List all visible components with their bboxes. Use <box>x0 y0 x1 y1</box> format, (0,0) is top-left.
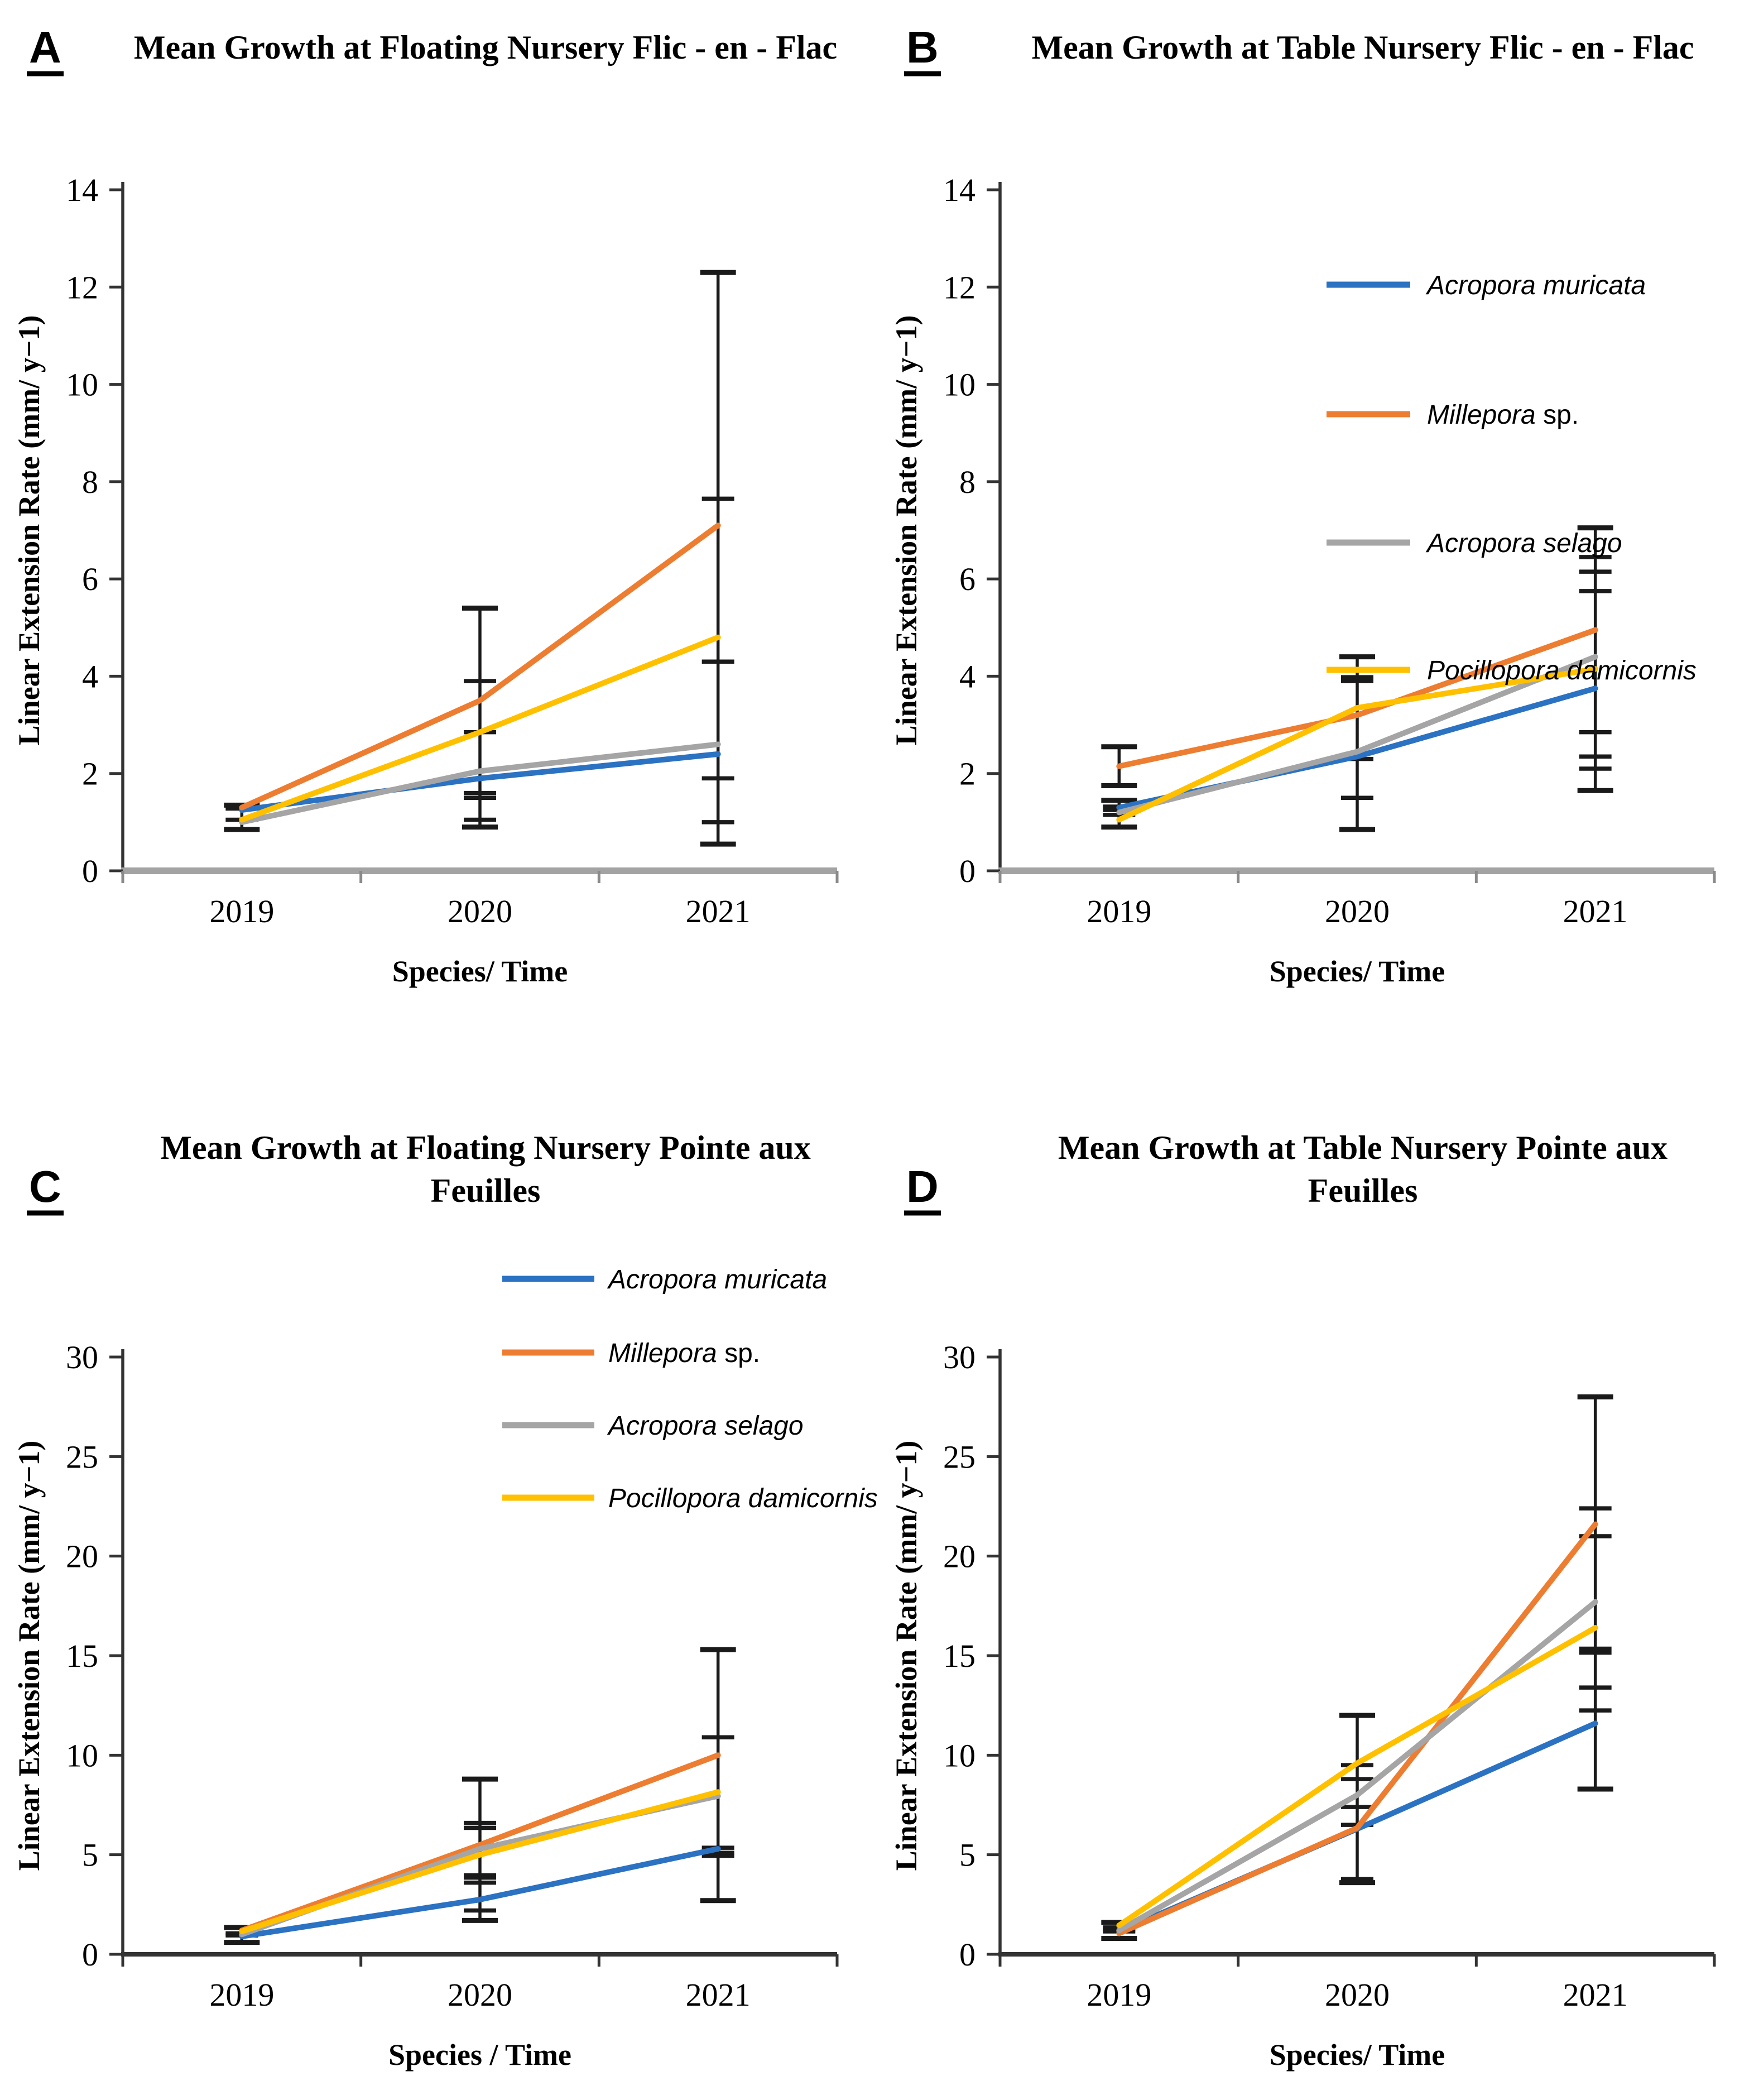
x-axis-label: Species/ Time <box>1269 2038 1445 2072</box>
y-axis-label: Linear Extension Rate (mm/ y−1) <box>12 1441 46 1871</box>
x-axis-label: Species/ Time <box>392 955 568 988</box>
panel-label: A <box>29 22 61 72</box>
y-tick-label: 6 <box>82 561 98 597</box>
y-axis-label: Linear Extension Rate (mm/ y−1) <box>890 1441 923 1871</box>
y-axis-label: Linear Extension Rate (mm/ y−1) <box>12 315 46 746</box>
y-tick-label: 30 <box>66 1339 98 1375</box>
legend-label: Acropora selago <box>1425 529 1622 558</box>
series-line-acropora-muricata <box>239 1845 721 1939</box>
x-tick-label: 2021 <box>686 893 751 929</box>
panel-b-chart: B Mean Growth at Table Nursery Flic - en … <box>890 22 1715 988</box>
y-tick-label: 2 <box>959 756 975 792</box>
series-line-millepora-sp <box>1116 1521 1598 1936</box>
y-tick-label: 10 <box>943 367 975 403</box>
chart-title: Mean Growth at Table Nursery Pointe aux <box>1058 1129 1667 1166</box>
legend-label: Pocillopora damicornis <box>1427 656 1697 685</box>
y-tick-label: 10 <box>66 1737 98 1773</box>
panel-label: C <box>29 1162 61 1211</box>
series-line-pocillopora-damicornis <box>1116 1625 1598 1929</box>
y-tick-label: 0 <box>959 1936 975 1973</box>
x-tick-label: 2020 <box>1325 1977 1390 2013</box>
y-tick-label: 0 <box>959 853 975 889</box>
x-tick-label: 2021 <box>1563 1977 1627 2013</box>
y-axis-label: Linear Extension Rate (mm/ y−1) <box>890 315 923 746</box>
y-tick-label: 8 <box>959 464 975 500</box>
series-line-pocillopora-damicornis <box>1116 666 1598 823</box>
legend-label: Pocillopora damicornis <box>608 1484 877 1513</box>
panel-c: C Mean Growth at Floating Nursery Pointe … <box>0 1050 877 2100</box>
x-tick-label: 2020 <box>448 893 512 929</box>
panel-label: D <box>906 1162 939 1211</box>
chart-title: Feuilles <box>1308 1172 1417 1209</box>
y-tick-label: 12 <box>66 269 98 305</box>
y-tick-label: 20 <box>66 1538 98 1575</box>
y-tick-label: 4 <box>82 658 98 694</box>
y-tick-label: 25 <box>66 1439 98 1475</box>
series-line-acropora-selago <box>1116 654 1598 816</box>
series-line-pocillopora-damicornis <box>239 1789 721 1934</box>
y-tick-label: 8 <box>82 464 98 500</box>
x-tick-label: 2019 <box>1087 893 1151 929</box>
x-tick-label: 2020 <box>1325 893 1390 929</box>
series-line-millepora-sp <box>239 522 721 811</box>
y-tick-label: 0 <box>82 853 98 889</box>
chart-title: Mean Growth at Floating Nursery Flic - e… <box>134 29 837 66</box>
legend-label: Acropora selago <box>607 1411 804 1441</box>
x-tick-label: 2021 <box>686 1977 751 2013</box>
panel-d-chart: D Mean Growth at Table Nursery Pointe aux… <box>890 1129 1715 2072</box>
y-tick-label: 15 <box>943 1638 975 1674</box>
legend-label: Millepora sp. <box>1427 400 1579 430</box>
x-tick-label: 2021 <box>1563 893 1627 929</box>
series-line-millepora-sp <box>239 1752 721 1934</box>
panel-a-chart: A Mean Growth at Floating Nursery Flic - … <box>12 22 839 988</box>
chart-title: Feuilles <box>431 1172 541 1209</box>
x-tick-label: 2019 <box>209 893 274 929</box>
y-tick-label: 14 <box>943 172 975 208</box>
legend-label: Acropora muricata <box>607 1265 827 1294</box>
x-axis-label: Species / Time <box>388 2038 571 2072</box>
chart-title: Mean Growth at Table Nursery Flic - en -… <box>1031 29 1694 66</box>
x-tick-label: 2020 <box>448 1977 512 2013</box>
panel-a: A Mean Growth at Floating Nursery Flic - … <box>0 0 877 1050</box>
chart-title: Mean Growth at Floating Nursery Pointe a… <box>160 1129 810 1166</box>
series-line-acropora-muricata <box>239 751 721 813</box>
y-tick-label: 20 <box>943 1538 975 1575</box>
legend-label: Acropora muricata <box>1425 271 1646 300</box>
y-tick-label: 5 <box>959 1837 975 1873</box>
series-line-acropora-selago <box>1116 1599 1598 1934</box>
y-tick-label: 30 <box>943 1339 975 1375</box>
y-tick-label: 25 <box>943 1439 975 1475</box>
panel-b: B Mean Growth at Table Nursery Flic - en … <box>877 0 1754 1050</box>
y-tick-label: 15 <box>66 1638 98 1674</box>
panel-c-chart: C Mean Growth at Floating Nursery Pointe … <box>12 1129 877 2072</box>
y-tick-label: 0 <box>82 1936 98 1973</box>
y-tick-label: 12 <box>943 269 975 305</box>
y-tick-label: 14 <box>66 172 98 208</box>
series-line-pocillopora-damicornis <box>239 634 721 823</box>
series-line-millepora-sp <box>1116 627 1598 769</box>
x-tick-label: 2019 <box>209 1977 274 2013</box>
y-tick-label: 4 <box>959 658 975 694</box>
x-tick-label: 2019 <box>1087 1977 1151 2013</box>
panel-label: B <box>906 22 939 72</box>
y-tick-label: 6 <box>959 561 975 597</box>
panel-d: D Mean Growth at Table Nursery Pointe aux… <box>877 1050 1754 2100</box>
series-line-acropora-selago <box>239 741 721 825</box>
y-tick-label: 2 <box>82 756 98 792</box>
y-tick-label: 10 <box>943 1737 975 1773</box>
y-tick-label: 10 <box>66 367 98 403</box>
x-axis-label: Species/ Time <box>1269 955 1445 988</box>
y-tick-label: 5 <box>82 1837 98 1873</box>
legend-label: Millepora sp. <box>608 1339 760 1368</box>
